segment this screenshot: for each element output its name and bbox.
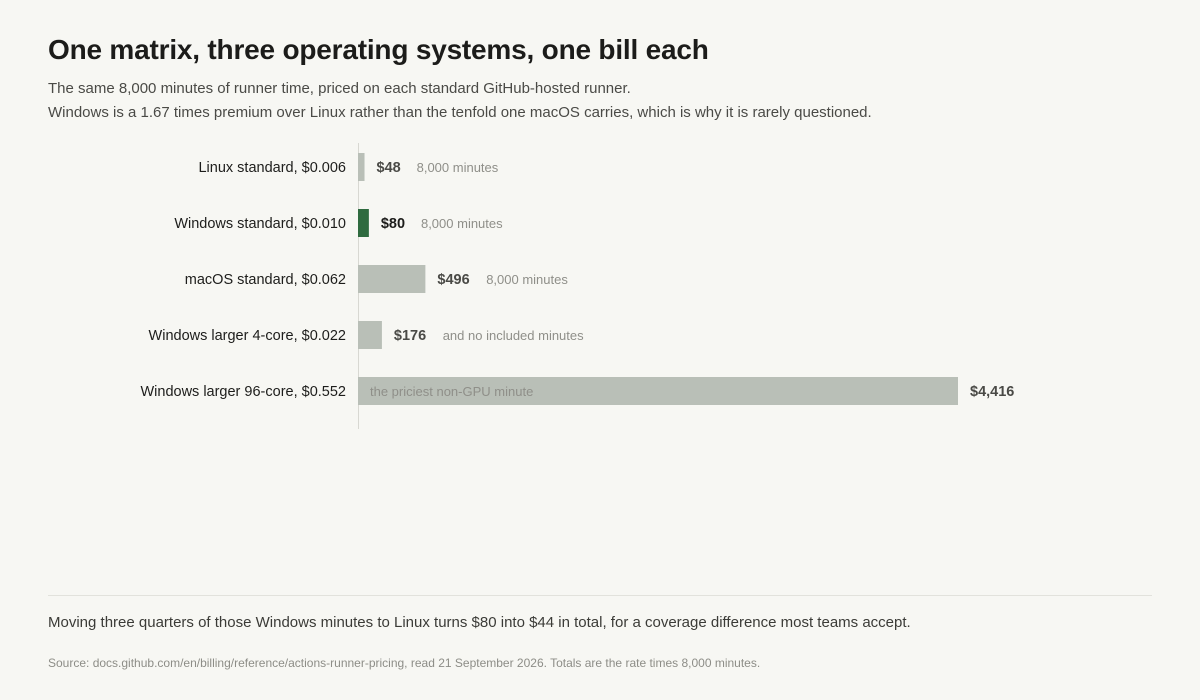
category-label: Linux standard, $0.006 bbox=[198, 160, 346, 176]
bar-chart: Linux standard, $0.006 $48 8,000 minutes Wi… bbox=[140, 143, 1014, 429]
category-label: Windows larger 96-core, $0.552 bbox=[140, 384, 346, 400]
bar-annotation: 8,000 minutes bbox=[486, 272, 568, 287]
bar bbox=[358, 321, 382, 349]
bar-annotation: and no included minutes bbox=[443, 328, 584, 343]
bar-annotation: the priciest non-GPU minute bbox=[370, 384, 533, 399]
category-label: macOS standard, $0.062 bbox=[185, 272, 346, 288]
bar bbox=[358, 153, 365, 181]
takeaway-note: Moving three quarters of those Windows m… bbox=[48, 614, 911, 631]
bar-annotation: 8,000 minutes bbox=[421, 216, 503, 231]
value-label: $48 bbox=[377, 160, 401, 176]
category-label: Windows standard, $0.010 bbox=[174, 216, 346, 232]
chart-subtitle-detail: Windows is a 1.67 times premium over Lin… bbox=[48, 104, 872, 121]
value-label: $4,416 bbox=[970, 384, 1014, 400]
value-label: $176 bbox=[394, 328, 426, 344]
category-label: Windows larger 4-core, $0.022 bbox=[149, 328, 346, 344]
footer-divider bbox=[48, 595, 1152, 596]
bar-annotation: 8,000 minutes bbox=[417, 160, 499, 175]
bar bbox=[358, 377, 958, 405]
chart-title: One matrix, three operating systems, one… bbox=[48, 34, 709, 65]
value-label: $496 bbox=[437, 272, 469, 288]
chart-subtitle: The same 8,000 minutes of runner time, p… bbox=[48, 80, 631, 97]
value-label: $80 bbox=[381, 216, 405, 232]
source-note: Source: docs.github.com/en/billing/refer… bbox=[48, 656, 761, 670]
bar bbox=[358, 209, 369, 237]
bar bbox=[358, 265, 426, 293]
